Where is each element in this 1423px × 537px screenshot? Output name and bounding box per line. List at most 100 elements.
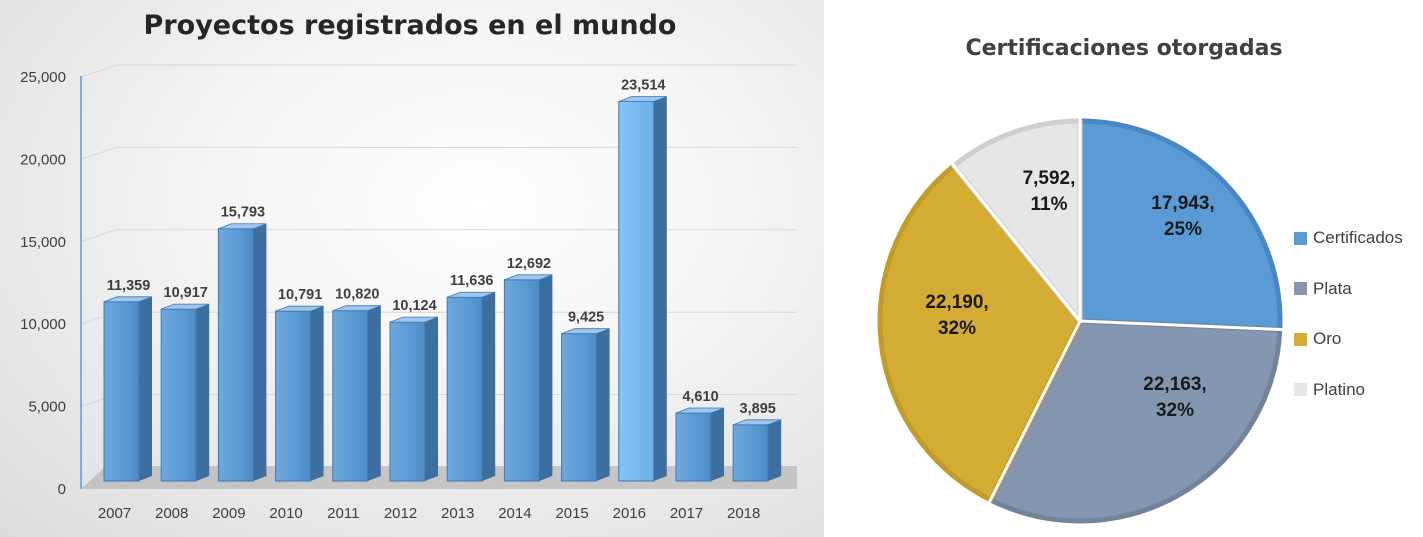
bar-2009 — [217, 223, 267, 482]
y-tick-label: 15,000 — [20, 234, 66, 251]
pie-slice-plata — [987, 318, 1283, 524]
bar-side — [310, 306, 324, 481]
bar-value-label: 23,514 — [621, 77, 665, 93]
bar-value-label: 10,917 — [164, 285, 208, 301]
x-tick-label: 2008 — [155, 505, 188, 522]
bar-top — [504, 274, 553, 281]
legend-item-plata: Plata — [1294, 264, 1403, 315]
bar-top — [103, 296, 153, 303]
bar-2007 — [103, 296, 153, 482]
x-tick-label: 2011 — [327, 505, 359, 522]
bar-side — [768, 419, 782, 481]
x-tick-label: 2014 — [498, 505, 531, 522]
bar-value-label: 11,636 — [450, 273, 494, 289]
bar-front — [675, 412, 712, 482]
legend-label: Oro — [1313, 329, 1342, 349]
bar-value-label: 15,793 — [221, 205, 265, 221]
bar-2011 — [332, 305, 381, 482]
bar-value-label: 10,791 — [278, 287, 322, 303]
bar-top — [161, 303, 210, 310]
legend-label: Platino — [1313, 379, 1365, 399]
pie-legend: Certificados Plata Oro Platino — [1294, 213, 1403, 415]
bar-2017 — [675, 407, 725, 482]
pie-data-label: 22,163, 32% — [1143, 374, 1206, 421]
x-tick-label: 2013 — [441, 505, 474, 522]
legend-label: Certificados — [1313, 228, 1403, 248]
legend-swatch — [1294, 231, 1307, 245]
legend-swatch — [1294, 332, 1307, 346]
legend-item-oro: Oro — [1294, 314, 1403, 365]
pie-separator — [1079, 319, 1284, 332]
bar-2008 — [160, 303, 210, 482]
y-tick-label: 20,000 — [20, 151, 66, 168]
bar-2012 — [389, 316, 439, 482]
bar-2014 — [503, 274, 553, 482]
bar-2018 — [732, 419, 782, 482]
legend-swatch — [1294, 282, 1307, 296]
bar-top — [218, 223, 267, 230]
bar-side — [139, 296, 152, 481]
pie-chart-panel: 17,943, 25% 22,163, 32% 22,190, 32% 7,592, 11% … — [824, 0, 1423, 537]
pie-slice-certificados — [1077, 118, 1283, 332]
legend-swatch — [1294, 383, 1307, 397]
legend-item-certificados: Certificados — [1294, 213, 1403, 264]
bar-top — [561, 328, 610, 335]
pie-data-label: 22,190, 32% — [925, 292, 988, 339]
bar-front — [332, 310, 369, 482]
pie-slice-platino — [951, 118, 1083, 324]
bar-value-label: 10,820 — [335, 287, 379, 303]
bar-side — [253, 223, 267, 481]
bar-top — [275, 305, 324, 312]
bar-side — [596, 328, 610, 481]
pie-separator — [950, 161, 1082, 322]
bar-front — [561, 333, 598, 482]
pie-chart: 17,943, 25% 22,163, 32% 22,190, 32% 7,592, 11% — [877, 117, 1284, 524]
pie-chart-title: Certificaciones otorgadas — [965, 36, 1283, 61]
bar-front — [160, 308, 197, 482]
legend-item-platino: Platino — [1294, 365, 1403, 416]
bar-value-label: 3,895 — [740, 401, 776, 417]
pie-separator — [987, 320, 1082, 505]
y-tick-label: 0 — [58, 481, 66, 498]
bar-top — [447, 291, 496, 298]
bar-front — [389, 321, 426, 482]
pie-data-label: 7,592, 11% — [1023, 168, 1076, 215]
gridline — [80, 229, 797, 243]
bar-front — [503, 279, 540, 482]
y-tick-label: 10,000 — [20, 316, 66, 333]
x-tick-label: 2010 — [269, 505, 302, 522]
x-tick-label: 2012 — [384, 505, 417, 522]
bar-side — [653, 96, 667, 481]
bar-chart-panel: 5,000 10,000 15,000 20,000 25,000 0 11,359 2007… — [0, 0, 824, 537]
bar-value-label: 9,425 — [568, 310, 604, 326]
bar-chart-title: Proyectos registrados en el mundo — [143, 10, 677, 41]
x-tick-label: 2016 — [613, 505, 646, 522]
x-tick-label: 2009 — [212, 505, 245, 522]
x-tick-label: 2015 — [555, 505, 588, 522]
bar-chart: 5,000 10,000 15,000 20,000 25,000 0 11,359 2007… — [20, 64, 797, 522]
bar-front — [275, 310, 312, 482]
bar-side — [539, 274, 553, 481]
bar-front — [732, 424, 769, 482]
bar-side — [711, 408, 724, 481]
x-tick-label: 2018 — [727, 505, 760, 522]
bar-top — [618, 96, 667, 102]
bar-value-label: 10,124 — [392, 298, 436, 314]
y-tick-label: 5,000 — [28, 399, 66, 416]
bar-2016 — [618, 96, 667, 482]
bar-front — [217, 228, 254, 482]
gridline — [80, 146, 797, 160]
bar-2013 — [446, 291, 496, 482]
y-tick-label: 25,000 — [20, 69, 66, 86]
x-tick-label: 2007 — [98, 505, 131, 522]
bar-front — [618, 100, 655, 482]
x-tick-label: 2017 — [670, 505, 703, 522]
bar-side — [196, 304, 210, 481]
bar-front — [103, 301, 140, 482]
bar-top — [733, 419, 782, 426]
bar-2010 — [275, 305, 324, 482]
pie-data-label: 17,943, 25% — [1151, 193, 1214, 240]
bar-top — [389, 316, 439, 323]
bar-front — [446, 296, 483, 482]
bar-side — [425, 317, 438, 481]
